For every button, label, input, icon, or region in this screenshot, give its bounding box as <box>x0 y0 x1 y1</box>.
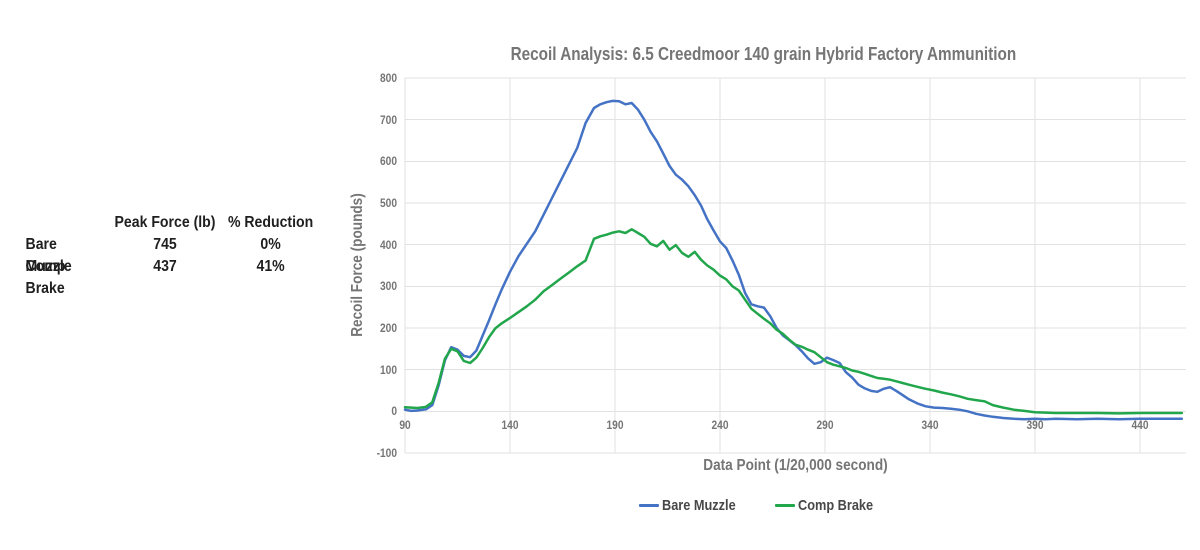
y-axis-title: Recoil Force (pounds) <box>349 193 366 337</box>
legend-item-bare-muzzle[interactable]: Bare Muzzle <box>639 497 749 514</box>
row-label-comp-brake: Comp Brake <box>25 258 66 297</box>
x-tick-label: 240 <box>711 418 729 433</box>
y-tick-label: 700 <box>379 112 397 127</box>
col-header-reduction: % Reduction <box>227 214 314 231</box>
y-tick-label: 0 <box>391 404 397 419</box>
y-tick-label: 800 <box>379 71 397 85</box>
x-tick-label: 340 <box>921 418 939 433</box>
bare-muzzle-swatch <box>639 504 660 507</box>
y-tick-label: 100 <box>379 362 397 377</box>
y-tick-label: 200 <box>379 321 397 335</box>
y-tick-label: -100 <box>376 446 397 460</box>
y-tick-label: 400 <box>379 237 397 252</box>
row-label-bare-muzzle: Bare Muzzle <box>25 236 72 275</box>
bare-muzzle-peak-force: 745 <box>153 236 177 253</box>
x-tick-label: 140 <box>501 418 519 433</box>
col-header-peak-force: Peak Force (lb) <box>114 214 216 231</box>
bare-muzzle-reduction: 0% <box>260 236 281 253</box>
y-tick-label: 500 <box>379 196 397 210</box>
comp-brake-reduction: 41% <box>256 258 285 275</box>
summary-table: Peak Force (lb) % Reduction Bare Muzzle … <box>22 212 317 297</box>
comp-brake-line[interactable] <box>403 228 1184 415</box>
y-tick-label: 600 <box>379 154 397 169</box>
bare-muzzle-line[interactable] <box>403 99 1184 421</box>
x-tick-label: 90 <box>399 418 411 433</box>
x-tick-label: 190 <box>606 418 624 433</box>
chart-title-text: Recoil Analysis: 6.5 Creedmoor 140 grain… <box>510 44 1016 64</box>
y-tick-label: 300 <box>379 279 397 294</box>
comp-brake-swatch <box>775 504 796 507</box>
comp-brake-peak-force: 437 <box>153 258 177 275</box>
legend: Bare Muzzle Comp Brake <box>340 497 1186 514</box>
legend-label-comp-brake: Comp Brake <box>798 497 874 514</box>
chart-title: Recoil Analysis: 6.5 Creedmoor 140 grain… <box>340 44 1186 65</box>
legend-label-bare-muzzle: Bare Muzzle <box>662 497 737 514</box>
x-axis-title: Data Point (1/20,000 second) <box>405 457 1186 475</box>
x-tick-label: 290 <box>816 418 834 433</box>
legend-item-comp-brake[interactable]: Comp Brake <box>775 497 886 514</box>
x-tick-label: 440 <box>1131 418 1149 433</box>
x-axis-title-text: Data Point (1/20,000 second) <box>703 457 888 474</box>
x-tick-label: 390 <box>1026 418 1044 433</box>
